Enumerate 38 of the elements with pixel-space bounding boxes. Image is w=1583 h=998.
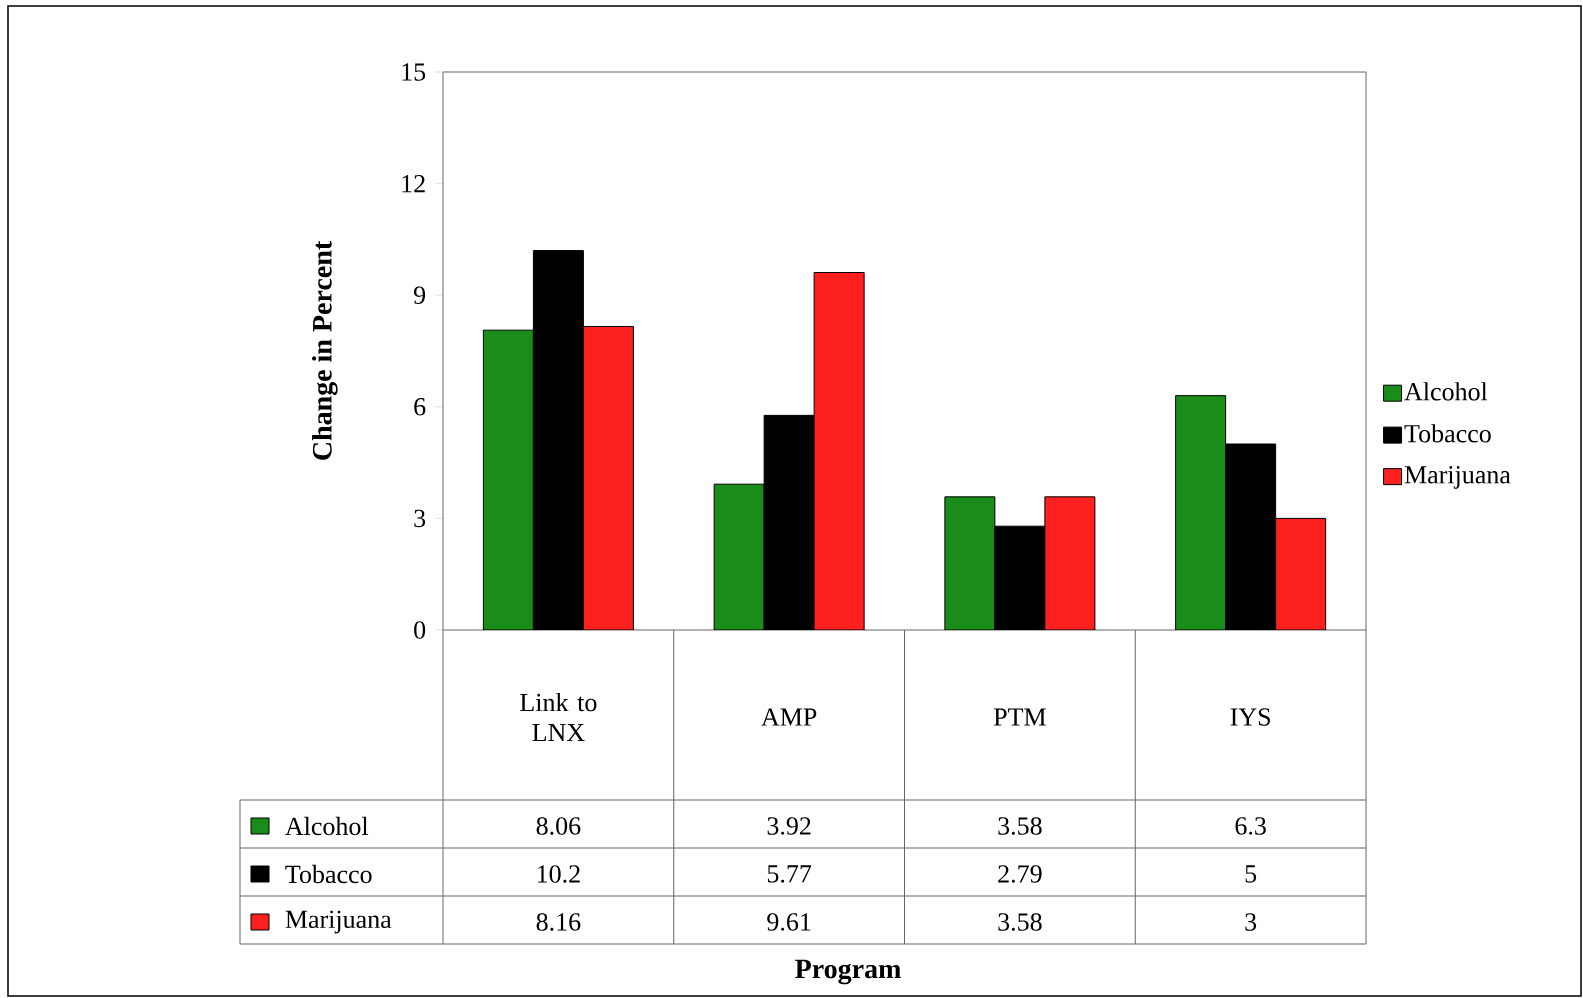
text: Tobacco xyxy=(285,864,372,884)
bar xyxy=(944,496,996,631)
legend-label: Alcohol xyxy=(1404,382,1488,401)
bar xyxy=(1044,496,1096,631)
data-label: 5 xyxy=(1245,865,1257,883)
y-axis-title: Change in Percent xyxy=(312,240,338,460)
bar xyxy=(1175,395,1227,631)
data-label: 8.16 xyxy=(536,913,581,931)
legend-label: Tobacco xyxy=(1404,424,1491,443)
x-tick-label: IYS xyxy=(1230,708,1270,726)
x-tick-label: AMP xyxy=(761,708,817,726)
x-tick-label: PTM xyxy=(993,708,1046,726)
data-label: 6.3 xyxy=(1235,817,1266,835)
y-tick-label: 9 xyxy=(413,286,426,304)
bar xyxy=(582,325,634,631)
text: Alcohol xyxy=(285,816,369,836)
x-tick-label: Link to LNX xyxy=(520,692,597,742)
y-tick-label: 12 xyxy=(402,174,425,193)
data-label: 2.79 xyxy=(998,865,1042,883)
data-label: 3.58 xyxy=(998,817,1042,835)
y-tick-label: 3 xyxy=(414,509,426,528)
data-label: 3.58 xyxy=(998,913,1042,931)
text: Program xyxy=(795,959,901,985)
data-label: 9.61 xyxy=(767,913,811,931)
data-label: 10.2 xyxy=(537,865,580,883)
legend-label: Marijuana xyxy=(1404,466,1511,489)
y-tick-label: 15 xyxy=(402,63,426,81)
y-tick-label: 6 xyxy=(414,398,426,416)
data-label: 3 xyxy=(1245,913,1257,931)
text: Marijuana xyxy=(285,910,392,934)
data-label: 3.92 xyxy=(767,817,811,835)
data-label: 5.77 xyxy=(767,865,812,883)
bar xyxy=(1275,517,1327,631)
bar xyxy=(813,272,865,631)
y-tick-label: 0 xyxy=(414,621,426,639)
bar xyxy=(713,483,765,631)
data-label: 8.06 xyxy=(536,817,581,835)
bar xyxy=(482,329,534,631)
